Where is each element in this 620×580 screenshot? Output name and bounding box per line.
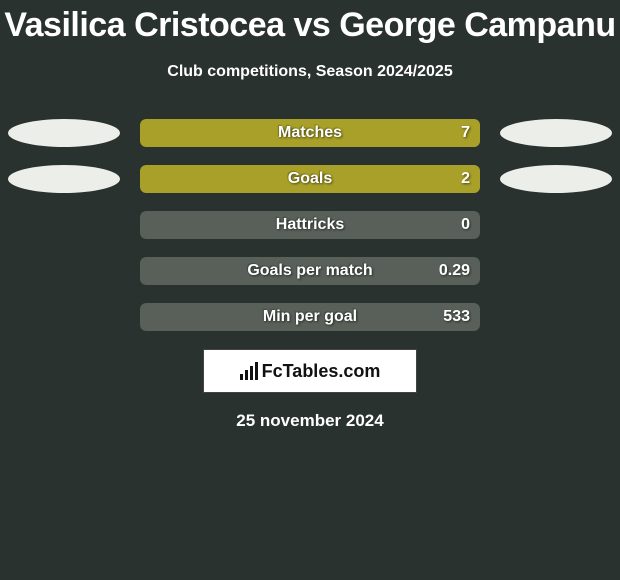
bar-chart-icon [240, 362, 258, 380]
page-subtitle: Club competitions, Season 2024/2025 [0, 63, 620, 81]
stat-label: Matches [278, 124, 342, 142]
stat-row: Min per goal 533 [0, 303, 620, 331]
stat-bar: Matches 7 [140, 119, 480, 147]
stat-bar: Min per goal 533 [140, 303, 480, 331]
stat-row: Hattricks 0 [0, 211, 620, 239]
stat-bar: Goals per match 0.29 [140, 257, 480, 285]
player-indicator-right [500, 165, 612, 193]
stat-label: Goals [288, 170, 332, 188]
player-indicator-left [8, 119, 120, 147]
stat-label: Goals per match [247, 262, 372, 280]
stat-bar: Goals 2 [140, 165, 480, 193]
report-date: 25 november 2024 [0, 411, 620, 431]
stat-row: Goals per match 0.29 [0, 257, 620, 285]
stat-label: Hattricks [276, 216, 344, 234]
stat-bar: Hattricks 0 [140, 211, 480, 239]
stat-row: Matches 7 [0, 119, 620, 147]
player-indicator-right [500, 119, 612, 147]
logo-text: FcTables.com [262, 361, 381, 382]
stat-row: Goals 2 [0, 165, 620, 193]
stat-value: 2 [461, 170, 470, 188]
stat-value: 0.29 [439, 262, 470, 280]
player-indicator-left [8, 165, 120, 193]
stat-bars: Matches 7 Goals 2 Hattricks 0 Goals per … [0, 119, 620, 331]
stat-value: 533 [443, 308, 470, 326]
page-title: Vasilica Cristocea vs George Campanu [0, 0, 620, 45]
logo-content: FcTables.com [240, 361, 381, 382]
stat-label: Min per goal [263, 308, 357, 326]
stat-value: 7 [461, 124, 470, 142]
site-logo[interactable]: FcTables.com [203, 349, 417, 393]
stat-value: 0 [461, 216, 470, 234]
